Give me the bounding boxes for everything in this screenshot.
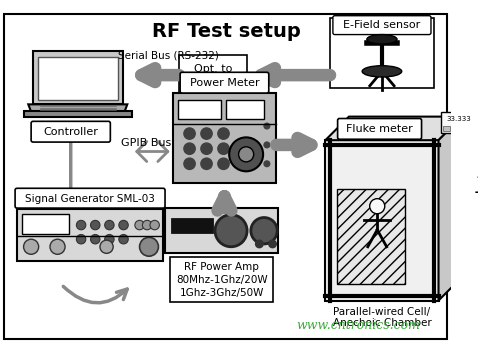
Circle shape	[218, 128, 229, 139]
Circle shape	[76, 220, 86, 230]
Bar	[165, 208, 278, 253]
FancyBboxPatch shape	[333, 16, 431, 35]
Circle shape	[50, 239, 65, 254]
Circle shape	[264, 161, 270, 167]
Text: GPIB Bus: GPIB Bus	[121, 138, 171, 148]
Circle shape	[142, 220, 152, 230]
Text: Signal Generator SML-03: Signal Generator SML-03	[25, 194, 155, 204]
Text: Serial Bus (RS-232): Serial Bus (RS-232)	[118, 50, 219, 60]
Bar	[17, 209, 163, 261]
Text: E-Field sensor: E-Field sensor	[343, 20, 421, 30]
Text: Controller: Controller	[43, 127, 98, 137]
Circle shape	[184, 158, 195, 169]
Circle shape	[90, 220, 100, 230]
Text: Opt. to
RS-232: Opt. to RS-232	[193, 64, 233, 86]
Circle shape	[23, 239, 39, 254]
Circle shape	[201, 128, 212, 139]
Polygon shape	[28, 104, 127, 112]
Circle shape	[105, 220, 114, 230]
Polygon shape	[326, 116, 462, 140]
Circle shape	[201, 158, 212, 169]
Bar	[459, 132, 476, 143]
Bar	[469, 126, 475, 131]
Circle shape	[135, 220, 144, 230]
Circle shape	[229, 137, 263, 171]
Circle shape	[256, 240, 263, 248]
FancyBboxPatch shape	[15, 188, 165, 208]
Bar	[22, 214, 69, 234]
Bar	[227, 100, 264, 119]
FancyBboxPatch shape	[337, 119, 422, 139]
Text: Parallel-wired Cell/
Anechoic Chamber: Parallel-wired Cell/ Anechoic Chamber	[333, 307, 431, 328]
Bar	[337, 189, 404, 283]
Text: Power Meter: Power Meter	[190, 78, 259, 88]
Circle shape	[264, 142, 270, 148]
Bar	[179, 55, 247, 95]
Circle shape	[105, 234, 114, 244]
FancyBboxPatch shape	[180, 72, 269, 93]
Circle shape	[119, 234, 128, 244]
Text: -: -	[477, 172, 478, 184]
Bar	[33, 50, 122, 104]
Ellipse shape	[367, 35, 397, 44]
Text: RF Test setup: RF Test setup	[152, 22, 301, 41]
Circle shape	[100, 240, 113, 253]
Text: Fluke meter: Fluke meter	[346, 124, 413, 134]
Text: www.cntronics.com: www.cntronics.com	[296, 319, 420, 333]
Bar	[178, 100, 221, 119]
Circle shape	[201, 143, 212, 154]
Polygon shape	[438, 116, 462, 300]
Circle shape	[460, 151, 475, 167]
Text: RF Power Amp
80Mhz-1Ghz/20W
1Ghz-3Ghz/50W: RF Power Amp 80Mhz-1Ghz/20W 1Ghz-3Ghz/50…	[176, 262, 267, 298]
Circle shape	[239, 147, 254, 162]
Circle shape	[251, 217, 277, 244]
Circle shape	[218, 143, 229, 154]
Bar	[38, 57, 118, 100]
Circle shape	[264, 123, 270, 129]
Circle shape	[184, 128, 195, 139]
Text: +: +	[474, 186, 478, 198]
Ellipse shape	[362, 66, 402, 77]
Circle shape	[76, 234, 86, 244]
Circle shape	[184, 143, 195, 154]
Circle shape	[140, 237, 158, 256]
Bar	[170, 257, 273, 303]
Bar	[171, 217, 213, 233]
Circle shape	[269, 240, 276, 248]
Bar	[477, 126, 478, 131]
Bar	[452, 126, 458, 131]
Bar	[173, 93, 276, 183]
Circle shape	[90, 234, 100, 244]
FancyBboxPatch shape	[31, 121, 110, 142]
Bar	[23, 111, 132, 116]
Bar	[330, 18, 434, 88]
Circle shape	[218, 158, 229, 169]
Circle shape	[215, 215, 247, 247]
Circle shape	[150, 220, 159, 230]
Bar	[457, 126, 478, 173]
Bar	[460, 126, 467, 131]
Circle shape	[369, 199, 385, 214]
Bar	[441, 112, 478, 133]
Bar	[443, 126, 450, 131]
Circle shape	[119, 220, 128, 230]
Bar	[326, 140, 438, 300]
Text: 33.333: 33.333	[446, 116, 471, 122]
